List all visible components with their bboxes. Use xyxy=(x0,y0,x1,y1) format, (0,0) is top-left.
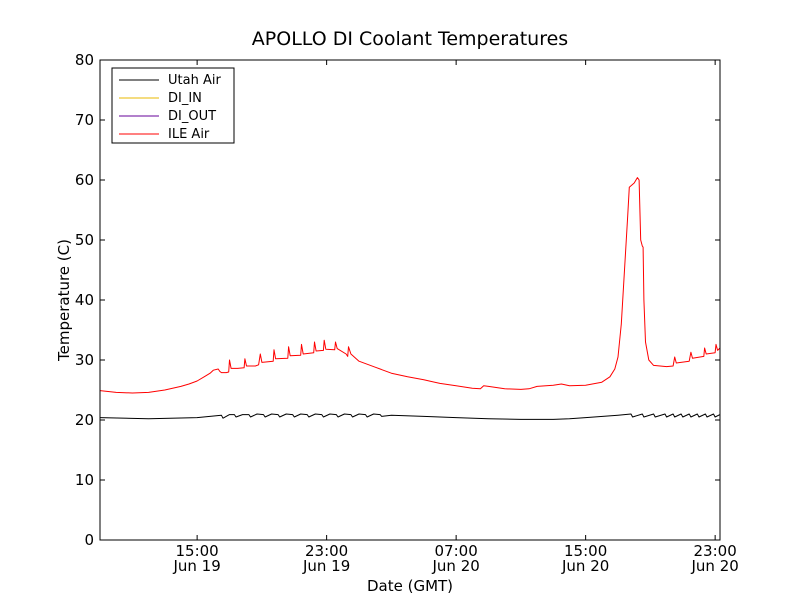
series-line-ile-air xyxy=(99,177,721,394)
legend: Utah Air DI_IN DI_OUT ILE Air xyxy=(111,67,235,144)
y-tick-label: 0 xyxy=(84,531,94,549)
y-tick-label: 10 xyxy=(75,471,94,489)
y-tick-label: 70 xyxy=(75,111,94,129)
series-line-utah-air xyxy=(99,413,721,420)
legend-label: DI_IN xyxy=(168,91,202,106)
x-tick-label-date: Jun 19 xyxy=(172,557,220,575)
y-tick-label: 20 xyxy=(75,411,94,429)
x-tick-label-time: 23:00 xyxy=(305,542,348,560)
legend-label: ILE Air xyxy=(168,127,210,142)
legend-label: Utah Air xyxy=(168,73,221,88)
y-tick-label: 50 xyxy=(75,231,94,249)
x-axis-label: Date (GMT) xyxy=(367,577,453,595)
y-tick-label: 40 xyxy=(75,291,94,309)
x-tick-label-time: 07:00 xyxy=(435,542,478,560)
plot-lines xyxy=(99,177,721,420)
legend-label: DI_OUT xyxy=(168,109,216,124)
y-tick-label: 30 xyxy=(75,351,94,369)
y-tick-label: 80 xyxy=(75,51,94,69)
x-tick-label-date: Jun 20 xyxy=(690,557,738,575)
x-tick-label-time: 15:00 xyxy=(176,542,219,560)
y-axis-label: Temperature (C) xyxy=(55,239,73,362)
chart-title: APOLLO DI Coolant Temperatures xyxy=(252,28,568,50)
y-axis: 0 10 20 30 40 50 60 70 80 xyxy=(75,51,720,549)
x-tick-label-date: Jun 20 xyxy=(561,557,609,575)
x-tick-label-time: 15:00 xyxy=(564,542,607,560)
x-tick-label-date: Jun 19 xyxy=(302,557,350,575)
x-tick-label-time: 23:00 xyxy=(694,542,737,560)
x-tick-label-date: Jun 20 xyxy=(431,557,479,575)
y-tick-label: 60 xyxy=(75,171,94,189)
